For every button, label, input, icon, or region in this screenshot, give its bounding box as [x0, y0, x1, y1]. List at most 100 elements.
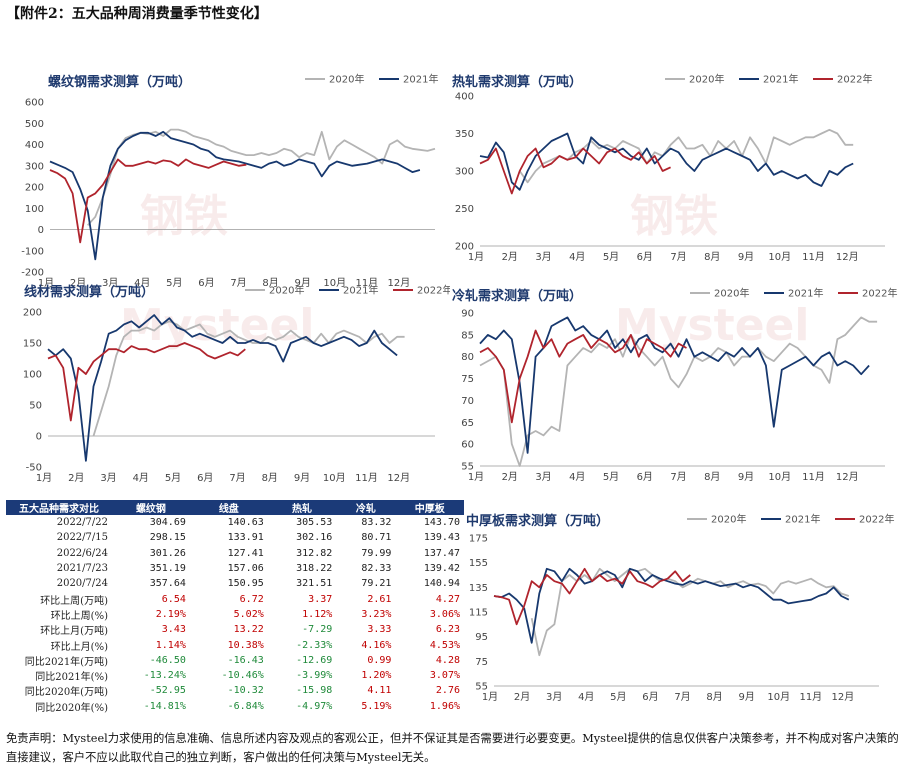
row-label: 环比上周(万吨) — [40, 595, 108, 607]
table-cell: 143.70 — [423, 517, 460, 529]
series-line-y2022 — [479, 329, 687, 424]
table-cell: 357.64 — [149, 578, 186, 590]
x-tick-label: 4月 — [569, 251, 585, 263]
legend-label: 2021年 — [403, 73, 438, 86]
y-tick-label: 75 — [461, 374, 474, 385]
x-tick-label: 5月 — [166, 277, 182, 287]
x-tick-label: 12月 — [836, 251, 859, 263]
table-cell: 2.76 — [435, 685, 460, 697]
table-cell: 3.07% — [429, 670, 460, 682]
table-cell: -16.43 — [227, 654, 264, 666]
x-tick-label: 3月 — [102, 277, 118, 287]
series-line-y2021 — [49, 130, 421, 261]
y-tick-label: 200 — [23, 308, 42, 319]
table-cell: 304.69 — [149, 517, 186, 529]
chart-title: 中厚板需求测算（万吨） — [466, 513, 609, 529]
table-cell: 3.37 — [308, 593, 333, 605]
table-row: 环比上月(%) 1.14% 10.38% -2.33% 4.16% 4.53% — [6, 637, 464, 653]
series-line-y2022 — [47, 342, 246, 422]
legend-label: 2021年 — [788, 287, 823, 300]
x-tick-label: 6月 — [642, 691, 658, 703]
table-cell: 127.41 — [227, 547, 264, 559]
table-cell: 83.32 — [361, 517, 392, 529]
x-tick-label: 3月 — [546, 691, 562, 703]
table-cell: 80.71 — [361, 532, 392, 544]
row-label: 同比2020年(%) — [35, 702, 108, 714]
row-label: 同比2020年(万吨) — [24, 687, 108, 699]
legend-label: 2020年 — [714, 287, 749, 300]
legend-label: 2020年 — [269, 284, 304, 297]
x-tick-label: 3月 — [100, 472, 116, 484]
legend-label: 2022年 — [837, 73, 872, 86]
x-tick-label: 6月 — [197, 472, 213, 484]
table-cell: 139.42 — [423, 563, 460, 575]
x-tick-label: 11月 — [799, 691, 822, 703]
y-tick-label: -100 — [21, 246, 44, 257]
x-tick-label: 12月 — [832, 691, 855, 703]
y-tick-label: 100 — [25, 204, 44, 215]
row-label: 同比2021年(万吨) — [24, 656, 108, 668]
x-tick-label: 8月 — [704, 471, 720, 483]
x-tick-label: 1月 — [38, 277, 54, 287]
series-line-y2020 — [518, 128, 854, 184]
row-label: 2020/7/24 — [56, 578, 108, 590]
table-cell: 6.72 — [239, 593, 264, 605]
table-row: 环比上周(%) 2.19% 5.02% 1.12% 3.23% 3.06% — [6, 607, 464, 622]
y-tick-label: 90 — [461, 309, 474, 320]
x-tick-label: 10月 — [323, 277, 346, 287]
chart-hotroll: 热轧需求测算（万吨） 200 250 300 350 400 1月 2月 3月 4月 5月 6月 7月 8… — [450, 62, 905, 272]
x-tick-label: 4月 — [134, 277, 150, 287]
chart-coldroll-svg: 冷轧需求测算（万吨） 55 60 65 70 75 80 85 90 1月 2月 3月 4月 5月 6月 7月… — [452, 287, 897, 484]
x-tick-label: 2月 — [502, 471, 518, 483]
x-tick-label: 9月 — [738, 471, 754, 483]
y-tick-label: 100 — [23, 370, 42, 381]
series-line-y2020 — [92, 320, 405, 437]
demand-comparison-table: 五大品种需求对比 螺纹钢 线盘 热轧 冷轧 中厚板 2022/7/22 304.6… — [6, 500, 464, 714]
y-tick-label: 300 — [25, 161, 44, 172]
legend-label: 2020年 — [329, 73, 364, 86]
series-line-y2021 — [47, 314, 398, 462]
table-cell: -14.81% — [143, 700, 186, 712]
table-cell: 301.26 — [149, 547, 186, 559]
chart-title: 线材需求测算（万吨） — [24, 284, 154, 300]
table-cell: 157.06 — [227, 563, 264, 575]
table-cell: 1.96% — [429, 700, 460, 712]
y-tick-label: 150 — [23, 339, 42, 350]
x-tick-label: 10月 — [767, 691, 790, 703]
x-tick-label: 1月 — [482, 691, 498, 703]
table-cell: 4.53% — [429, 639, 460, 651]
series-line-y2022 — [479, 147, 671, 195]
x-tick-label: 11月 — [355, 277, 378, 287]
y-tick-label: 300 — [455, 167, 474, 178]
table-cell: 3.43 — [161, 624, 186, 636]
table-cell: 1.20% — [361, 670, 392, 682]
legend-label: 2020年 — [689, 73, 724, 86]
x-tick-label: 5月 — [165, 472, 181, 484]
x-tick-label: 9月 — [738, 251, 754, 263]
series-line-y2022 — [49, 158, 247, 244]
table-cell: 1.14% — [155, 639, 186, 651]
y-tick-label: 135 — [469, 583, 488, 594]
x-tick-label: 10月 — [323, 472, 346, 484]
x-tick-label: 6月 — [637, 251, 653, 263]
table-header: 冷轧 — [336, 500, 396, 515]
x-tick-label: 2月 — [70, 277, 86, 287]
table-cell: 10.38% — [227, 639, 264, 651]
row-label: 环比上周(%) — [50, 610, 108, 622]
x-tick-label: 12月 — [388, 277, 411, 287]
x-tick-label: 12月 — [836, 471, 859, 483]
table-cell: 4.28 — [435, 654, 460, 666]
table-header: 螺纹钢 — [112, 500, 190, 515]
table-row: 2020/7/24 357.64 150.95 321.51 79.21 140.94 — [6, 576, 464, 591]
legend-label: 2022年 — [859, 513, 894, 526]
x-tick-label: 2月 — [68, 472, 84, 484]
chart-wire-svg: 线材需求测算（万吨） -50 0 50 100 150 200 1月 2月 3月 4月 5月 6月 7月 8… — [23, 284, 450, 485]
chart-rebar-svg: 螺纹钢需求测算（万吨） -200 -100 0 100 200 300 400 500 600 1月… — [21, 73, 438, 288]
table-cell: 139.43 — [423, 532, 460, 544]
x-tick-label: 6月 — [198, 277, 214, 287]
table-row: 同比2021年(万吨) -46.50 -16.43 -12.69 0.99 4.28 — [6, 653, 464, 668]
table-cell: -6.84% — [227, 700, 264, 712]
x-tick-label: 7月 — [230, 277, 246, 287]
table-cell: 79.21 — [361, 578, 392, 590]
table-cell: 0.99 — [367, 654, 392, 666]
